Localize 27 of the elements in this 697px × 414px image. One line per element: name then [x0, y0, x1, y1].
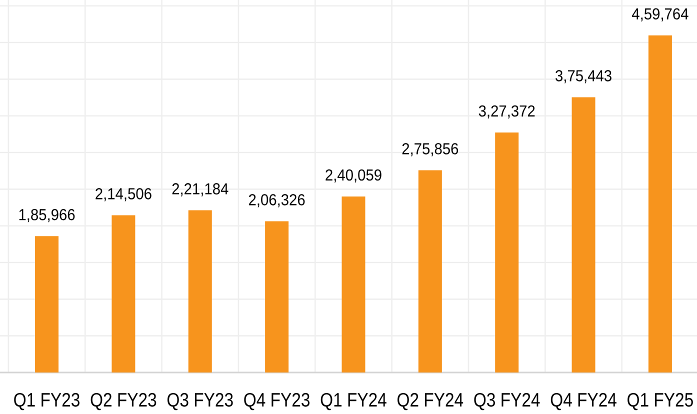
data-label: 3,75,443 — [556, 70, 612, 84]
data-label: 3,27,372 — [478, 105, 535, 118]
bar — [112, 215, 136, 372]
bar — [342, 196, 366, 372]
data-label: 2,75,856 — [402, 143, 458, 156]
data-label: 2,06,326 — [249, 194, 305, 208]
data-label: 2,14,506 — [96, 188, 152, 202]
x-tick-label: Q1 FY25 — [628, 392, 693, 410]
x-tick-label: Q2 FY24 — [398, 392, 464, 410]
x-tick-label: Q4 FY23 — [244, 392, 310, 410]
data-label: 2,40,059 — [326, 169, 382, 182]
data-label: 2,21,184 — [172, 183, 228, 196]
data-label: 1,85,966 — [19, 209, 75, 222]
bar — [418, 170, 442, 372]
x-tick-label: Q1 FY24 — [320, 392, 386, 410]
data-label: 4,59,764 — [632, 8, 688, 22]
x-tick-label: Q3 FY23 — [167, 392, 233, 410]
x-tick-label: Q4 FY24 — [550, 392, 616, 410]
bar — [495, 132, 519, 372]
bar — [572, 97, 596, 372]
bar — [35, 236, 59, 372]
x-tick-label: Q1 FY23 — [14, 392, 80, 410]
x-tick-label: Q3 FY24 — [474, 392, 540, 410]
x-tick-label: Q2 FY23 — [90, 392, 156, 410]
bar — [188, 210, 212, 372]
bar — [265, 221, 289, 372]
bar — [648, 35, 672, 372]
